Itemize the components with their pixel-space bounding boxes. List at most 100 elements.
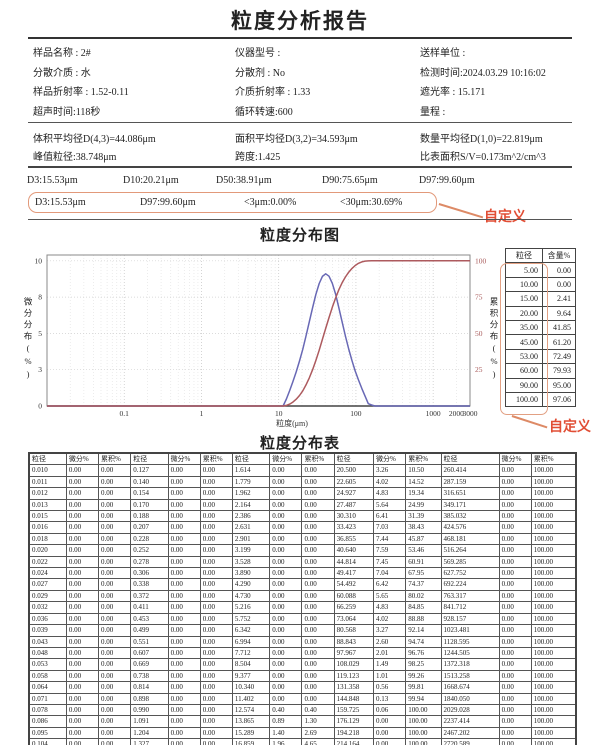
- percentile-item: D3:15.53μm: [27, 175, 78, 186]
- data-cell: 9.377: [231, 669, 271, 683]
- data-cell: 100.00: [530, 692, 577, 705]
- data-cell: 0.00: [301, 692, 335, 705]
- data-cell: 7.59: [373, 544, 407, 557]
- data-cell: 0.00: [167, 738, 201, 745]
- data-cell: 0.00: [199, 521, 233, 534]
- data-cell: 0.00: [167, 681, 201, 694]
- x-tick-label: 0.1: [120, 409, 130, 418]
- y-tick-label-left: 5: [38, 329, 42, 338]
- data-cell: 0.00: [65, 532, 100, 546]
- data-cell: 6.994: [231, 635, 271, 648]
- data-cell: 1128.595: [440, 635, 500, 648]
- data-cell: 0.00: [98, 692, 132, 705]
- data-cell: 0.00: [269, 578, 303, 591]
- data-cell: 0.00: [98, 464, 132, 477]
- data-cell: 0.00: [498, 589, 532, 603]
- data-cell: 3.199: [231, 544, 271, 557]
- data-cell: 0.022: [28, 555, 67, 569]
- data-cell: 0.00: [498, 681, 532, 694]
- data-cell: 1.204: [130, 726, 169, 740]
- data-cell: 0.00: [269, 521, 303, 534]
- data-cell: 1668.674: [440, 681, 500, 694]
- data-cell: 66.259: [333, 601, 375, 614]
- data-cell: 0.00: [301, 532, 335, 546]
- data-cell: 2237.414: [440, 715, 500, 728]
- y-tick-label-left: 8: [38, 293, 42, 302]
- table-row: 0.022 0.00 0.00 0.278 0.00 0.00 3.528 0.00 0.00 4…: [28, 555, 577, 569]
- data-cell: 0.00: [167, 521, 201, 534]
- table-row: 0.071 0.00 0.00 0.898 0.00 0.00 11.402 0.00 0.00…: [28, 692, 577, 705]
- data-cell: 0.00: [167, 475, 201, 489]
- data-cell: 0.00: [199, 498, 233, 512]
- data-cell: 119.123: [333, 669, 375, 683]
- data-cell: 0.00: [498, 464, 532, 477]
- data-cell: 0.00: [199, 567, 233, 580]
- table-row: 0.036 0.00 0.00 0.453 0.00 0.00 5.752 0.00 0.00 7…: [28, 612, 577, 626]
- data-cell: 0.00: [269, 612, 303, 626]
- data-cell: 0.228: [130, 532, 169, 546]
- data-cell: 100.00: [530, 578, 577, 591]
- data-cell: 0.00: [65, 487, 100, 500]
- x-tick-label: 2000: [449, 409, 464, 418]
- data-cell: 2.631: [231, 521, 271, 534]
- data-cell: 0.00: [269, 658, 303, 671]
- data-cell: 0.06: [373, 703, 407, 717]
- data-cell: 33.423: [333, 521, 375, 534]
- data-cell: 131.358: [333, 681, 375, 694]
- data-cell: 0.278: [130, 555, 169, 569]
- data-cell: 0.095: [28, 726, 67, 740]
- table-title: 粒度分布表: [259, 435, 340, 452]
- data-cell: 24.99: [405, 498, 442, 512]
- data-cell: 0.00: [498, 578, 532, 591]
- info-field: 遮光率 : 15.171: [420, 87, 486, 98]
- data-cell: 0.00: [269, 498, 303, 512]
- data-cell: 7.45: [373, 555, 407, 569]
- side-column-highlight: [500, 263, 548, 415]
- data-cell: 100.00: [530, 532, 577, 546]
- info-field: 样品名称 : 2#: [33, 48, 91, 59]
- table-row: 0.029 0.00 0.00 0.372 0.00 0.00 4.730 0.00 0.00 6…: [28, 589, 577, 603]
- data-cell: 0.00: [65, 715, 100, 728]
- data-cell: 10.50: [405, 464, 442, 477]
- data-cell: 0.00: [498, 510, 532, 523]
- data-cell: 0.00: [98, 555, 132, 569]
- data-cell: 0.00: [65, 738, 100, 745]
- data-cell: 13.865: [231, 715, 271, 728]
- info-field: 分散介质 : 水: [33, 67, 91, 79]
- x-tick-label: 3000: [463, 409, 478, 418]
- data-cell: 0.00: [98, 510, 132, 523]
- data-cell: 40.640: [333, 544, 375, 557]
- table-row: 0.086 0.00 0.00 1.091 0.00 0.00 13.865 0.89 1.30…: [28, 715, 577, 728]
- data-cell: 100.00: [530, 681, 577, 694]
- data-cell: 0.00: [199, 475, 233, 489]
- data-cell: 0.00: [301, 464, 335, 477]
- data-cell: 0.00: [199, 544, 233, 557]
- data-cell: 0.00: [65, 555, 100, 569]
- data-cell: 0.00: [65, 635, 100, 648]
- data-cell: 0.898: [130, 692, 169, 705]
- info-field: 循环转速:600: [235, 106, 293, 118]
- data-cell: 0.00: [498, 567, 532, 580]
- data-cell: 0.00: [65, 646, 100, 660]
- data-cell: 0.00: [199, 464, 233, 477]
- data-cell: 385.032: [440, 510, 500, 523]
- data-cell: 0.00: [498, 646, 532, 660]
- data-cell: 0.00: [269, 532, 303, 546]
- data-cell: 0.00: [199, 635, 233, 648]
- data-cell: 0.00: [301, 567, 335, 580]
- data-cell: 0.00: [98, 521, 132, 534]
- data-cell: 100.00: [530, 726, 577, 740]
- data-cell: 1372.318: [440, 658, 500, 671]
- data-cell: 60.91: [405, 555, 442, 569]
- data-cell: 0.00: [301, 681, 335, 694]
- data-cell: 0.00: [65, 624, 100, 637]
- header-cell: 粒径: [231, 452, 271, 466]
- data-cell: 0.607: [130, 646, 169, 660]
- data-cell: 6.342: [231, 624, 271, 637]
- data-cell: 0.018: [28, 532, 67, 546]
- data-cell: 0.00: [498, 703, 532, 717]
- table-row: 0.095 0.00 0.00 1.204 0.00 0.00 15.289 1.40 2.69…: [28, 726, 577, 740]
- custom-annotation: 自定义: [549, 418, 591, 434]
- table-row: 0.012 0.00 0.00 0.154 0.00 0.00 1.962 0.00 0.00 2…: [28, 487, 577, 500]
- data-cell: 0.00: [269, 635, 303, 648]
